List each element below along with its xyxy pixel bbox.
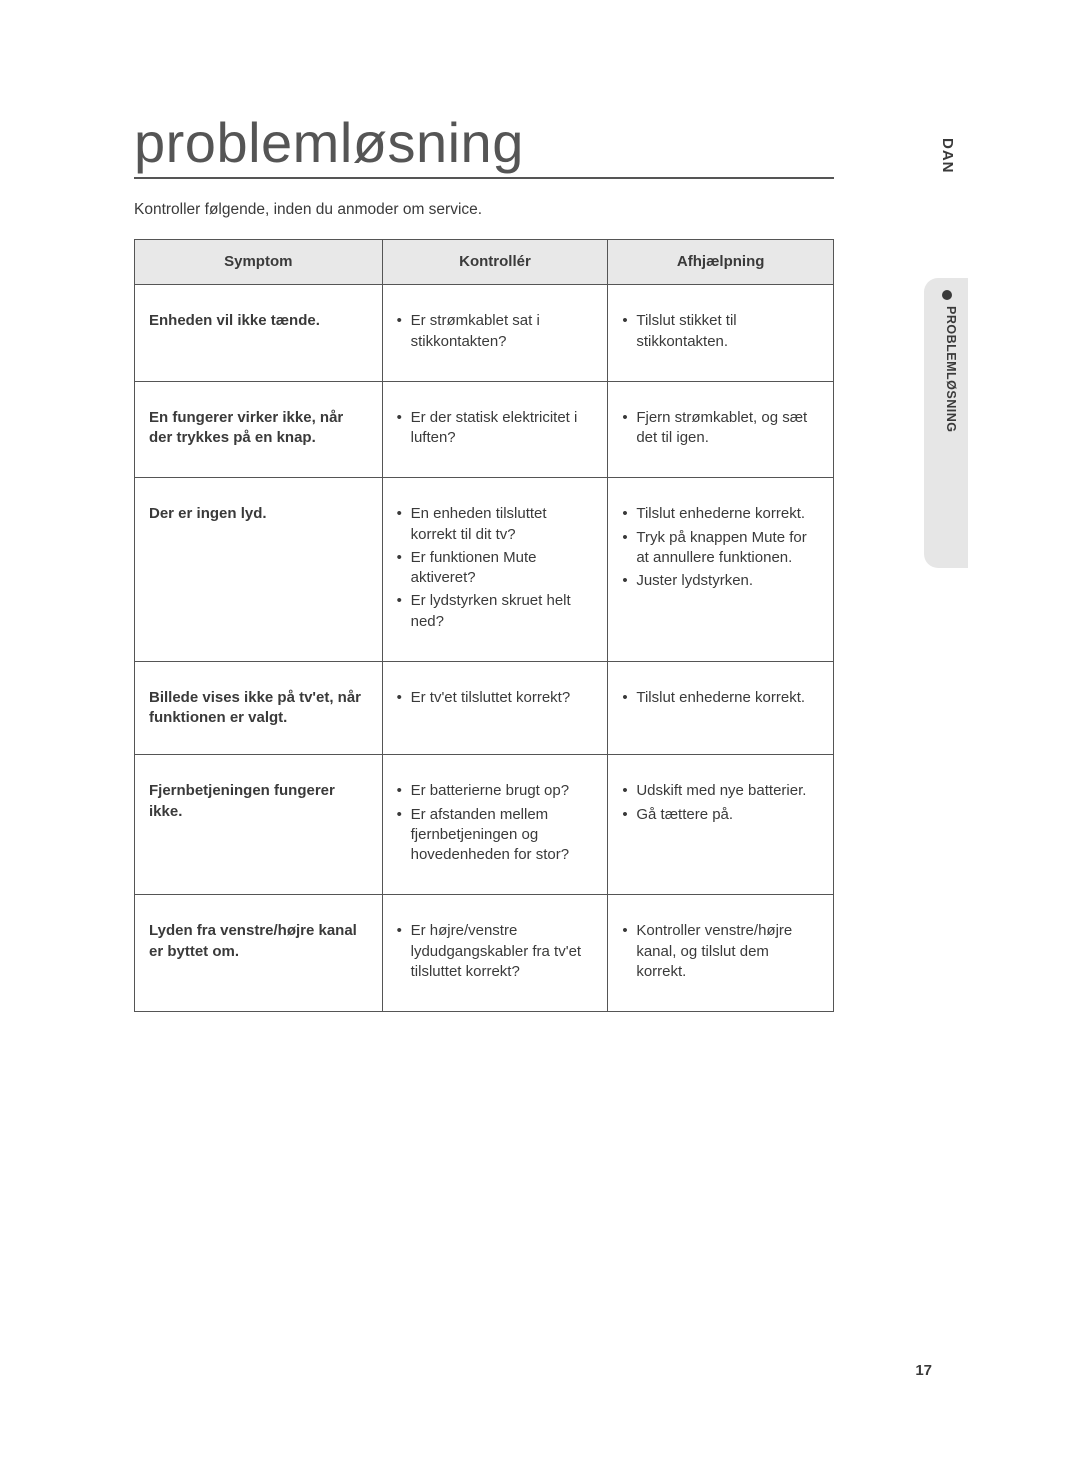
cell-remedy: Udskift med nye batterier. Gå tættere på.: [608, 755, 834, 895]
col-header-symptom: Symptom: [135, 240, 383, 285]
list-item: Er batterierne brugt op?: [397, 781, 594, 801]
section-tab-dot: [942, 290, 952, 300]
troubleshoot-table: Symptom Kontrollér Afhjælpning Enheden v…: [134, 239, 834, 1012]
cell-remedy: Tilslut stikket til stikkontakten.: [608, 285, 834, 382]
cell-remedy: Fjern strømkablet, og sæt det til igen.: [608, 381, 834, 478]
col-header-check: Kontrollér: [382, 240, 608, 285]
list-item: Er der statisk elektricitet i luften?: [397, 408, 594, 449]
cell-symptom: Fjernbetjeningen fungerer ikke.: [135, 755, 383, 895]
cell-check: Er strømkablet sat i stikkontakten?: [382, 285, 608, 382]
table-row: Der er ingen lyd. En enheden tilsluttet k…: [135, 478, 834, 662]
cell-remedy: Kontroller venstre/højre kanal, og tilsl…: [608, 895, 834, 1012]
list-item: Er strømkablet sat i stikkontakten?: [397, 311, 594, 352]
list-item: Kontroller venstre/højre kanal, og tilsl…: [622, 921, 819, 982]
list-item: Udskift med nye batterier.: [622, 781, 819, 801]
cell-symptom: Lyden fra venstre/højre kanal er byttet …: [135, 895, 383, 1012]
cell-symptom: Enheden vil ikke tænde.: [135, 285, 383, 382]
list-item: Juster lydstyrken.: [622, 571, 819, 591]
intro-text: Kontroller følgende, inden du anmoder om…: [134, 201, 834, 219]
list-item: Fjern strømkablet, og sæt det til igen.: [622, 408, 819, 449]
table-row: Fjernbetjeningen fungerer ikke.Er batter…: [135, 755, 834, 895]
language-tab: DAN: [939, 138, 956, 174]
table-row: En fungerer virker ikke, når der trykkes…: [135, 381, 834, 478]
cell-check: Er batterierne brugt op? Er afstanden mel…: [382, 755, 608, 895]
table-header-row: Symptom Kontrollér Afhjælpning: [135, 240, 834, 285]
list-item: Tilslut stikket til stikkontakten.: [622, 311, 819, 352]
cell-check: Er højre/venstre lydudgangskabler fra tv…: [382, 895, 608, 1012]
list-item: Er afstanden mellem fjernbetjeningen og …: [397, 805, 594, 866]
col-header-remedy: Afhjælpning: [608, 240, 834, 285]
list-item: Er højre/venstre lydudgangskabler fra tv…: [397, 921, 594, 982]
list-item: Er funktionen Mute aktiveret?: [397, 548, 594, 589]
page-number: 17: [915, 1362, 932, 1379]
list-item: En enheden tilsluttet korrekt til dit tv…: [397, 504, 594, 545]
cell-symptom: Billede vises ikke på tv'et, når funktio…: [135, 661, 383, 755]
table-row: Enheden vil ikke tænde. Er strømkablet sa…: [135, 285, 834, 382]
cell-check: Er der statisk elektricitet i luften?: [382, 381, 608, 478]
table-row: Billede vises ikke på tv'et, når funktio…: [135, 661, 834, 755]
list-item: Tilslut enhederne korrekt.: [622, 504, 819, 524]
list-item: Er tv'et tilsluttet korrekt?: [397, 688, 594, 708]
list-item: Gå tættere på.: [622, 805, 819, 825]
page-body: problemløsning Kontroller følgende, inde…: [134, 110, 834, 1012]
cell-symptom: Der er ingen lyd.: [135, 478, 383, 662]
list-item: Tryk på knappen Mute for at annullere fu…: [622, 528, 819, 569]
list-item: Tilslut enhederne korrekt.: [622, 688, 819, 708]
cell-check: En enheden tilsluttet korrekt til dit tv…: [382, 478, 608, 662]
table-body: Enheden vil ikke tænde. Er strømkablet sa…: [135, 285, 834, 1012]
cell-check: Er tv'et tilsluttet korrekt?: [382, 661, 608, 755]
table-row: Lyden fra venstre/højre kanal er byttet …: [135, 895, 834, 1012]
page-title: problemløsning: [134, 110, 834, 179]
cell-symptom: En fungerer virker ikke, når der trykkes…: [135, 381, 383, 478]
list-item: Er lydstyrken skruet helt ned?: [397, 591, 594, 632]
cell-remedy: Tilslut enhederne korrekt. Tryk på knappe…: [608, 478, 834, 662]
section-tab: PROBLEMLØSNING: [944, 306, 958, 432]
cell-remedy: Tilslut enhederne korrekt.: [608, 661, 834, 755]
